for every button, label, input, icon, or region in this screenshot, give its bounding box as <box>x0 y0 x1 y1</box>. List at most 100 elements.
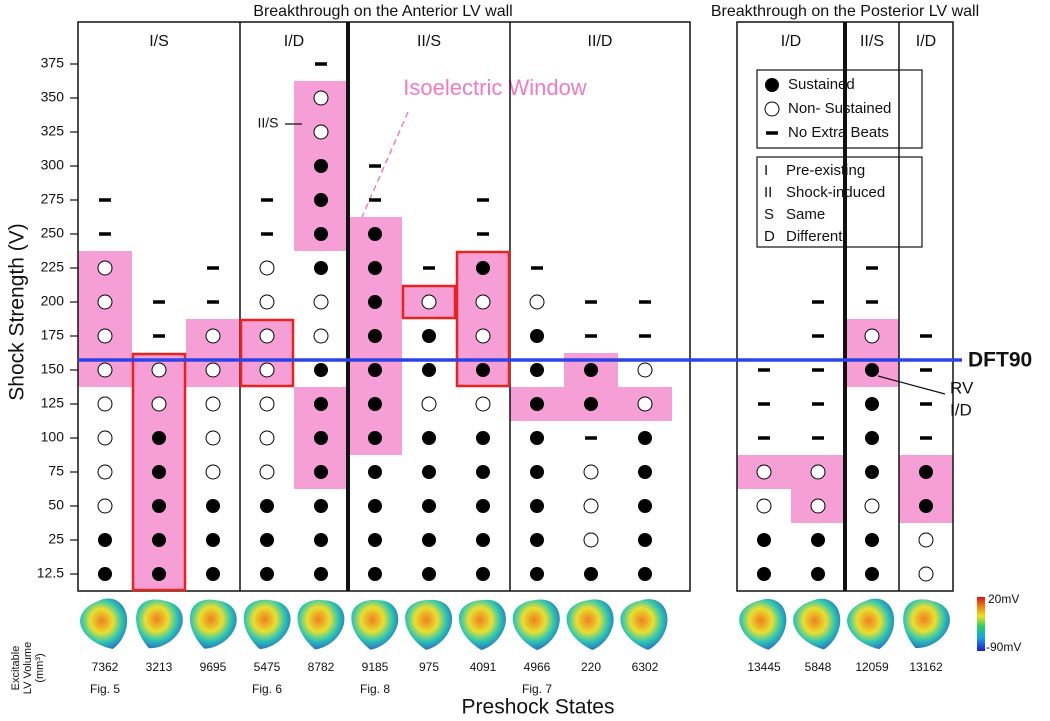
non-sustained-dot <box>205 430 221 446</box>
sustained-dot <box>530 431 544 445</box>
annotation: II/S <box>257 115 278 131</box>
non-sustained-dot <box>97 328 113 344</box>
sustained-dot <box>368 397 382 411</box>
sustained-dot <box>314 533 328 547</box>
non-sustained-dot <box>313 90 329 106</box>
sustained-dot <box>584 397 598 411</box>
y-tick-label: 300 <box>41 157 65 173</box>
y-tick-label: 250 <box>41 225 65 241</box>
y-tick-label: 25 <box>48 531 64 547</box>
key-text: Same <box>786 206 825 223</box>
heart-image <box>80 598 128 649</box>
key-code: II <box>764 184 772 201</box>
non-sustained-dot <box>313 124 329 140</box>
volume-label: 4966 <box>524 660 551 674</box>
volume-label: Excitable LV Volume (mm³) <box>10 642 46 694</box>
volume-label: 7362 <box>92 660 119 674</box>
non-sustained-dot <box>421 294 437 310</box>
sustained-dot <box>422 567 436 581</box>
non-sustained-dot <box>97 498 113 514</box>
figure-label: Fig. 8 <box>360 682 390 696</box>
sustained-dot <box>638 431 652 445</box>
sustained-dot <box>368 363 382 377</box>
non-sustained-dot <box>756 464 772 480</box>
volume-label: 975 <box>419 660 439 674</box>
volume-label: 6302 <box>632 660 659 674</box>
y-tick-label: 325 <box>41 123 65 139</box>
sustained-dot <box>476 431 490 445</box>
sustained-dot <box>314 431 328 445</box>
key-box <box>756 156 923 248</box>
sustained-dot <box>811 533 825 547</box>
non-sustained-dot <box>529 294 545 310</box>
group-label: II/S <box>417 33 441 50</box>
heart-image <box>739 599 787 650</box>
figure-label: Fig. 6 <box>252 682 282 696</box>
non-sustained-dot <box>97 362 113 378</box>
non-sustained-dot <box>475 328 491 344</box>
non-sustained-dot <box>637 396 653 412</box>
non-sustained-dot <box>151 396 167 412</box>
non-sustained-dot <box>918 566 934 582</box>
group-label: I/S <box>149 33 169 50</box>
non-sustained-dot <box>637 362 653 378</box>
sustained-dot <box>422 431 436 445</box>
sustained-dot <box>530 397 544 411</box>
non-sustained-dot <box>810 498 826 514</box>
sustained-dot <box>260 567 274 581</box>
sustained-dot <box>530 363 544 377</box>
volume-label: 5475 <box>254 660 281 674</box>
sustained-dot <box>314 499 328 513</box>
annotation-leader <box>877 375 946 395</box>
sustained-dot <box>584 567 598 581</box>
y-tick-label: 175 <box>41 327 65 343</box>
non-sustained-dot <box>97 430 113 446</box>
non-sustained-dot <box>259 362 275 378</box>
heart-image <box>189 599 237 649</box>
sustained-dot <box>865 431 879 445</box>
legend-label: Non- Sustained <box>788 100 891 117</box>
sustained-dot <box>476 261 490 275</box>
sustained-dot <box>368 499 382 513</box>
annotation-leader <box>361 111 409 218</box>
sustained-dot <box>584 363 598 377</box>
sustained-dot <box>260 533 274 547</box>
sustained-dot <box>314 397 328 411</box>
heart-image <box>351 599 399 650</box>
volume-label: 3213 <box>146 660 173 674</box>
legend-box <box>756 69 923 149</box>
non-sustained-dot <box>475 294 491 310</box>
legend-label: Sustained <box>788 76 855 93</box>
volume-label: 13162 <box>909 660 943 674</box>
window-outline <box>131 352 187 592</box>
volume-label: 9695 <box>200 660 227 674</box>
group-label: I/D <box>916 33 936 50</box>
non-sustained-dot <box>97 260 113 276</box>
panel-frame <box>736 21 954 592</box>
sustained-dot <box>638 499 652 513</box>
heart-image <box>903 599 950 649</box>
non-sustained-dot <box>259 260 275 276</box>
sustained-dot <box>919 465 933 479</box>
sustained-dot <box>638 533 652 547</box>
sustained-dot <box>530 465 544 479</box>
sustained-dot <box>476 465 490 479</box>
non-sustained-dot <box>864 498 880 514</box>
heart-image <box>458 599 506 651</box>
sustained-dot <box>368 431 382 445</box>
sustained-dot <box>476 533 490 547</box>
sustained-dot <box>919 499 933 513</box>
sustained-dot <box>422 533 436 547</box>
volume-label-line: (mm³) <box>34 653 46 682</box>
non-sustained-dot <box>151 362 167 378</box>
sustained-dot <box>638 567 652 581</box>
sustained-dot <box>865 533 879 547</box>
annotation: RV <box>950 378 974 397</box>
sustained-dot <box>98 533 112 547</box>
sustained-dot <box>314 261 328 275</box>
sustained-dot <box>368 295 382 309</box>
sustained-dot <box>314 363 328 377</box>
sustained-dot <box>206 499 220 513</box>
heart-image <box>243 599 291 650</box>
sustained-dot <box>368 533 382 547</box>
